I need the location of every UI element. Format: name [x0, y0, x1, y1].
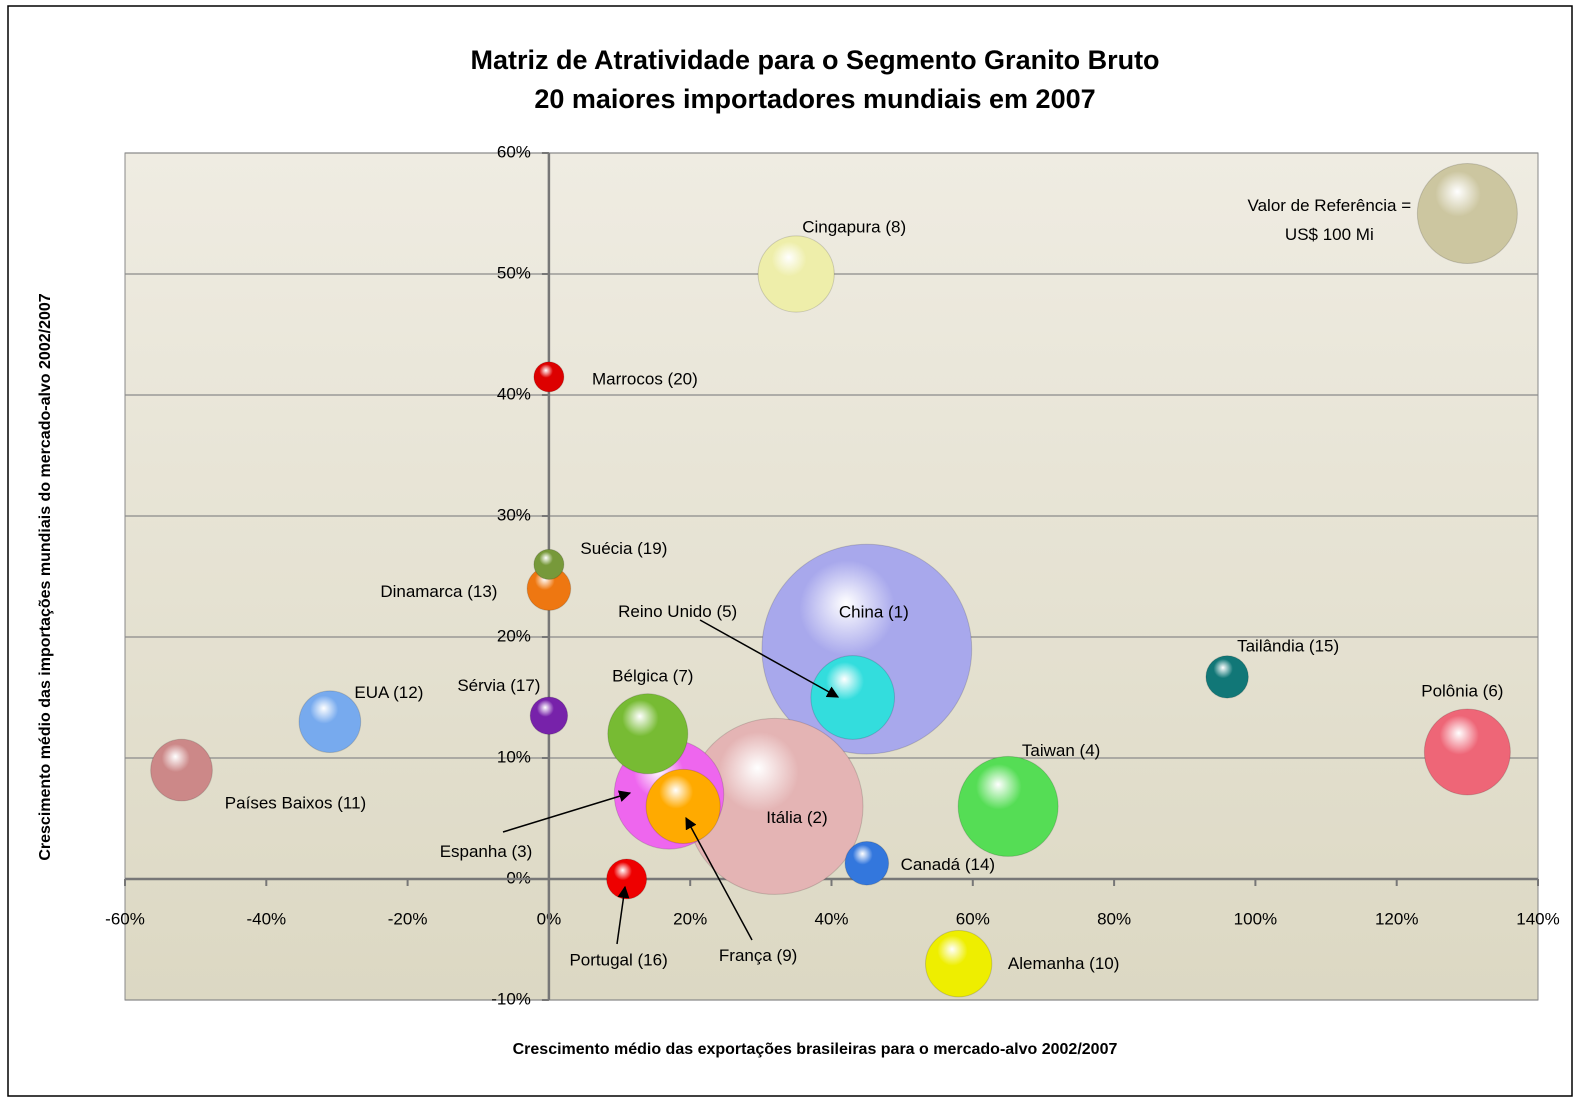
bubble — [1205, 655, 1249, 699]
bubble — [606, 858, 648, 900]
bubble-label: Tailândia (15) — [1237, 636, 1339, 655]
bubble-label: EUA (12) — [354, 683, 423, 702]
bubble — [844, 840, 890, 886]
bubble — [757, 235, 835, 313]
y-tick-label: 60% — [497, 142, 531, 161]
y-tick-label: -10% — [491, 989, 531, 1008]
bubble — [925, 930, 993, 998]
bubble-label: Itália (2) — [766, 808, 827, 827]
bubble — [645, 768, 721, 844]
bubble-label: Dinamarca (13) — [380, 582, 497, 601]
bubble-label: Suécia (19) — [580, 539, 667, 558]
labels: China (1) Itália (2) Espanha (3) Taiwan (4)… — [225, 196, 1504, 973]
x-tick-label: 20% — [673, 909, 707, 928]
bubble-label: França (9) — [719, 946, 797, 965]
y-tick-label: 10% — [497, 747, 531, 766]
reference-label: Valor de Referência = — [1248, 196, 1412, 215]
bubble-label: Sérvia (17) — [457, 676, 540, 695]
chart-title: Matriz de Atratividade para o Segmento G… — [470, 45, 1159, 75]
bubble — [150, 738, 213, 802]
bubble-label: Canadá (14) — [901, 855, 996, 874]
bubble-label: Reino Unido (5) — [618, 602, 737, 621]
x-tick-label: 140% — [1516, 909, 1559, 928]
bubble-label: Polônia (6) — [1421, 681, 1503, 700]
bubble-label: Países Baixos (11) — [225, 794, 366, 813]
y-tick-label: 40% — [497, 384, 531, 403]
bubble — [298, 690, 362, 754]
bubble-label: Marrocos (20) — [592, 369, 698, 388]
y-tick-label: 20% — [497, 626, 531, 645]
bubble — [529, 696, 569, 735]
bubble — [533, 548, 565, 580]
bubble-label: Espanha (3) — [440, 842, 533, 861]
y-axis-title: Crescimento médio das importações mundia… — [37, 293, 54, 860]
bubble — [957, 755, 1059, 857]
reference-bubble — [1416, 163, 1518, 264]
arrow — [699, 619, 840, 698]
bubble — [1423, 708, 1511, 796]
arrow — [616, 885, 630, 945]
arrows — [502, 619, 840, 945]
bubble-label: Portugal (16) — [569, 950, 667, 969]
bubble-label: Cingapura (8) — [802, 217, 906, 236]
x-tick-label: -20% — [388, 909, 428, 928]
bubble-label: China (1) — [839, 603, 909, 622]
y-tick-label: 50% — [497, 263, 531, 282]
x-tick-label: -60% — [105, 909, 145, 928]
x-tick-label: 120% — [1375, 909, 1418, 928]
x-tick-label: -40% — [246, 909, 286, 928]
bubble-label: Taiwan (4) — [1022, 741, 1100, 760]
bubble — [607, 693, 689, 775]
bubble-label: Alemanha (10) — [1008, 954, 1120, 973]
x-tick-label: 40% — [814, 909, 848, 928]
x-tick-label: 60% — [956, 909, 990, 928]
arrow — [685, 816, 753, 941]
x-tick-label: 80% — [1097, 909, 1131, 928]
bubble-label: Bélgica (7) — [612, 666, 693, 685]
y-tick-label: 30% — [497, 505, 531, 524]
x-axis-title: Crescimento médio das exportações brasil… — [513, 1041, 1118, 1058]
chart-subtitle: 20 maiores importadores mundiais em 2007 — [534, 84, 1095, 114]
reference-label: US$ 100 Mi — [1285, 225, 1374, 244]
bubble — [533, 361, 565, 393]
x-tick-label: 100% — [1234, 909, 1277, 928]
bubble — [810, 655, 896, 740]
arrow — [502, 790, 632, 833]
